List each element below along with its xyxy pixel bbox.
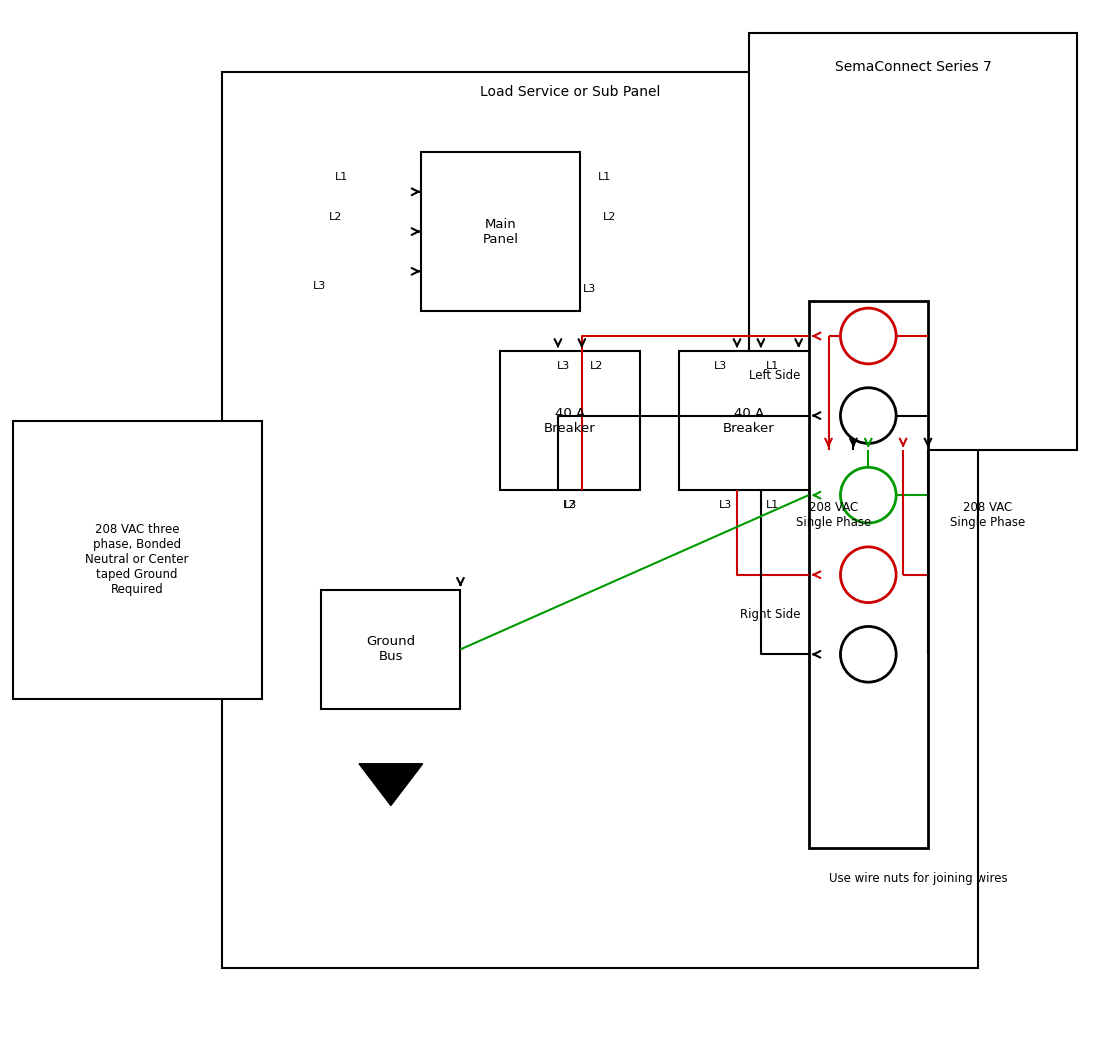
Text: L1: L1 — [598, 172, 612, 182]
Text: L3: L3 — [714, 361, 727, 371]
Circle shape — [840, 467, 896, 523]
Bar — [321, 590, 461, 709]
Text: L2: L2 — [563, 500, 576, 510]
Circle shape — [840, 387, 896, 443]
Text: L2: L2 — [603, 212, 616, 222]
Text: 208 VAC
Single Phase: 208 VAC Single Phase — [950, 501, 1025, 529]
Text: 208 VAC three
phase, Bonded
Neutral or Center
taped Ground
Required: 208 VAC three phase, Bonded Neutral or C… — [86, 523, 189, 596]
Circle shape — [840, 627, 896, 683]
Text: L3: L3 — [583, 285, 596, 294]
Text: L3: L3 — [718, 500, 732, 510]
Text: L1: L1 — [334, 172, 348, 182]
Text: Right Side: Right Side — [740, 608, 801, 621]
Bar — [222, 72, 978, 968]
Text: Use wire nuts for joining wires: Use wire nuts for joining wires — [828, 872, 1008, 884]
Bar — [680, 351, 818, 490]
Text: L1: L1 — [766, 361, 779, 371]
Bar — [500, 351, 639, 490]
Text: 40 A
Breaker: 40 A Breaker — [544, 406, 596, 435]
Text: Load Service or Sub Panel: Load Service or Sub Panel — [480, 85, 660, 100]
Text: Left Side: Left Side — [749, 370, 801, 382]
Text: L2: L2 — [329, 212, 342, 222]
Polygon shape — [359, 763, 422, 805]
Circle shape — [840, 547, 896, 603]
Bar — [808, 301, 928, 848]
Text: L3: L3 — [563, 500, 576, 510]
Bar — [13, 421, 262, 699]
Text: L3: L3 — [557, 361, 570, 371]
Text: 40 A
Breaker: 40 A Breaker — [723, 406, 774, 435]
Text: Ground
Bus: Ground Bus — [366, 635, 416, 664]
Text: L2: L2 — [590, 361, 603, 371]
Text: Main
Panel: Main Panel — [482, 217, 518, 246]
Bar — [749, 33, 1077, 450]
Text: L1: L1 — [766, 500, 779, 510]
Circle shape — [840, 308, 896, 364]
Bar — [420, 152, 580, 311]
Text: L3: L3 — [312, 281, 326, 291]
Text: 208 VAC
Single Phase: 208 VAC Single Phase — [796, 501, 871, 529]
Text: SemaConnect Series 7: SemaConnect Series 7 — [835, 61, 991, 75]
